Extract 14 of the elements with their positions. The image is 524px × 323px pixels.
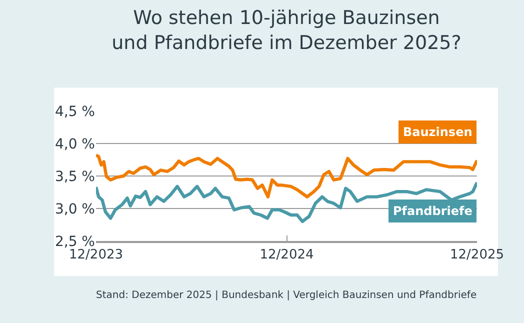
y-tick-label: 2,5 % (54, 234, 95, 250)
text: Stand: Dezember 2025 | Bundesbank | Vergleich Bauzinsen und Pfandbriefe (96, 290, 477, 301)
y-tick-label: 4,5 % (54, 104, 95, 120)
y-tick-label: 4,0 % (54, 136, 95, 152)
y-tick-label: 3,5 % (54, 168, 95, 185)
x-tick-label: 12/2025 (450, 247, 504, 262)
series-label: Pfandbriefe (393, 204, 472, 218)
line-series (96, 154, 477, 198)
chart-title: Wo stehen 10-jährige Bauzinsen und Pfandbriefe im Dezember 2025? (112, 7, 462, 54)
x-tick-label: 12/2024 (260, 247, 314, 262)
series-label: Bauzinsen (403, 125, 472, 139)
x-tick-label: 12/2023 (68, 247, 124, 262)
line-series (96, 180, 477, 224)
y-tick-label: 3,0 % (54, 201, 95, 218)
